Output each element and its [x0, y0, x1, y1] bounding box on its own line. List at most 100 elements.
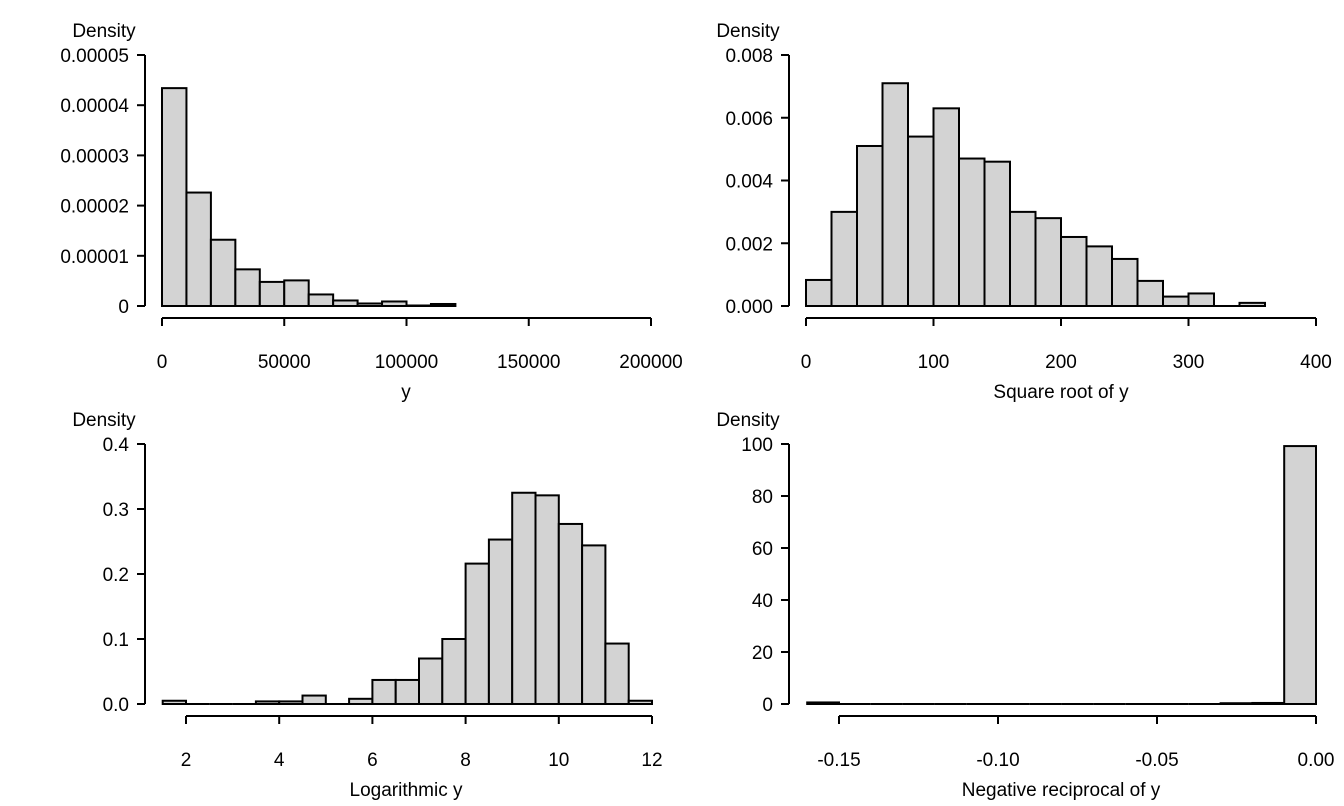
histogram-bar — [1238, 301, 1266, 307]
histogram-bar — [371, 678, 397, 706]
histogram-bar — [332, 299, 359, 307]
histogram-bar — [604, 642, 630, 705]
histogram-bar — [1009, 210, 1037, 307]
histogram-bar — [1187, 292, 1215, 308]
y-tick-label: 0.0 — [103, 695, 129, 716]
x-tick-label: 6 — [367, 750, 378, 771]
x-tick-label: 2 — [181, 750, 192, 771]
histogram-bar — [932, 107, 960, 308]
x-axis-label: Square root of y — [993, 382, 1129, 403]
histogram-panel-4: 0 20 40 60 80 100 -0.15 -0.10 -0.05 0.00 Negative … — [716, 410, 1334, 801]
histogram-bar — [1136, 279, 1164, 307]
x-tick-label: 0 — [157, 352, 168, 373]
histogram-bar — [907, 135, 935, 307]
x-tick-label: 8 — [460, 750, 471, 771]
histogram-bar — [258, 280, 286, 307]
x-tick-label: 200 — [1045, 352, 1077, 373]
histogram-bar — [534, 494, 560, 705]
histogram-bar — [161, 87, 188, 307]
histogram-bar — [1085, 245, 1113, 307]
y-tick-label: 0.00005 — [60, 46, 129, 67]
histogram-bar — [856, 144, 884, 307]
x-axis-label: Negative reciprocal of y — [962, 780, 1161, 801]
histogram-bar — [1034, 217, 1062, 307]
histogram-bar — [581, 544, 607, 706]
x-tick-label: 400 — [1300, 352, 1332, 373]
histogram-bar — [278, 700, 304, 706]
histogram-bar — [381, 300, 408, 307]
y-tick-label: 0.006 — [725, 109, 773, 130]
y-tick-label: 0.00002 — [60, 197, 129, 218]
histogram-panel-2: 0.000 0.002 0.004 0.006 0.008 0 100 200 300 400 Sq… — [716, 21, 1332, 403]
histogram-bar — [487, 538, 514, 705]
histogram-bar — [254, 700, 281, 706]
x-tick-label: 50000 — [258, 352, 311, 373]
histogram-bar — [464, 562, 490, 705]
histogram-bar — [805, 278, 833, 307]
histogram-bar — [348, 697, 374, 705]
x-tick-label: 12 — [641, 750, 662, 771]
x-tick-label: -0.05 — [1135, 750, 1178, 771]
x-tick-label: 100000 — [375, 352, 438, 373]
histogram-bar — [511, 491, 537, 705]
y-tick-label: 0.00004 — [60, 96, 129, 117]
y-tick-label: 0.000 — [725, 297, 773, 318]
x-axis-label: Logarithmic y — [350, 780, 463, 801]
y-tick-label: 0.2 — [103, 565, 129, 586]
histogram-bar — [983, 160, 1011, 307]
histogram-bar — [627, 699, 654, 705]
histogram-bar — [806, 701, 841, 706]
histogram-bar — [394, 678, 421, 706]
y-tick-label: 0.1 — [103, 630, 129, 651]
y-tick-label: 40 — [752, 591, 773, 612]
histogram-panel-3: 0.0 0.1 0.2 0.3 0.4 2 4 6 8 10 12 Logarithmic y Dens… — [72, 410, 662, 801]
histogram-bar — [405, 304, 432, 307]
histogram-bar — [441, 638, 467, 705]
histogram-bar — [1111, 257, 1139, 307]
histogram-bar — [429, 302, 457, 308]
y-tick-label: 20 — [752, 643, 773, 664]
histogram-bar — [418, 657, 444, 705]
x-tick-label: -0.15 — [817, 750, 860, 771]
x-axis-label: y — [401, 382, 411, 403]
y-tick-label: 80 — [752, 487, 773, 508]
histogram-bar — [301, 694, 327, 705]
x-tick-label: 4 — [274, 750, 285, 771]
y-axis-label: Density — [72, 21, 136, 42]
y-tick-label: 0.008 — [725, 46, 773, 67]
y-tick-label: 0 — [118, 297, 129, 318]
histogram-bar — [283, 279, 310, 308]
x-tick-label: 0.00 — [1298, 750, 1335, 771]
y-axis-label: Density — [716, 410, 780, 431]
y-tick-label: 0.00003 — [60, 146, 129, 167]
histogram-bar — [1251, 701, 1286, 706]
x-tick-label: 200000 — [619, 352, 682, 373]
histogram-bar — [830, 210, 858, 307]
histogram-bar — [307, 293, 335, 308]
y-tick-label: 0.00001 — [60, 247, 129, 268]
histogram-bar — [881, 82, 909, 307]
histogram-bar — [185, 191, 212, 308]
x-tick-label: 100 — [918, 352, 950, 373]
histogram-panel-1: 0 0.00001 0.00002 0.00003 0.00004 0.00005 0 500… — [60, 21, 682, 403]
histogram-bar — [557, 522, 584, 706]
y-tick-label: 0.004 — [725, 172, 773, 193]
histogram-bar — [958, 157, 986, 307]
y-tick-label: 100 — [741, 435, 773, 456]
y-tick-label: 60 — [752, 539, 773, 560]
x-tick-label: 300 — [1173, 352, 1205, 373]
histogram-bar — [1060, 235, 1088, 308]
y-tick-label: 0.4 — [103, 435, 130, 456]
histogram-bar — [1162, 295, 1190, 307]
x-tick-label: -0.10 — [976, 750, 1019, 771]
histogram-bar — [234, 268, 261, 308]
histogram-bar — [209, 238, 237, 307]
y-tick-label: 0 — [762, 695, 773, 716]
y-tick-label: 0.3 — [103, 500, 129, 521]
x-tick-label: 150000 — [497, 352, 560, 373]
histogram-bar — [161, 699, 187, 705]
y-axis-label: Density — [72, 410, 136, 431]
x-tick-label: 10 — [548, 750, 569, 771]
x-tick-label: 0 — [801, 352, 812, 373]
